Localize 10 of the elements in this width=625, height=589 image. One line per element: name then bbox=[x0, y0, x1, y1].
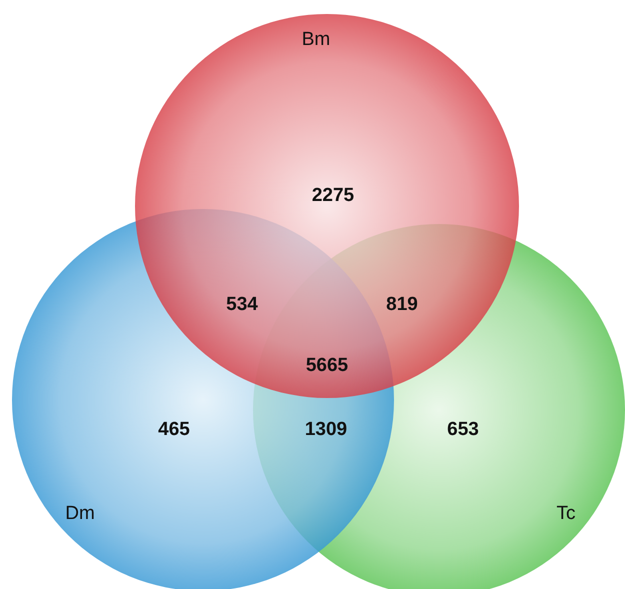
text: Bm bbox=[302, 29, 330, 50]
data-label: 465 bbox=[158, 419, 190, 440]
data-label: 534 bbox=[226, 294, 258, 316]
text: Dm bbox=[65, 503, 95, 524]
data-label: 5665 bbox=[306, 355, 349, 376]
text: Tc bbox=[556, 503, 576, 524]
data-label: 819 bbox=[386, 294, 418, 316]
data-label: 2275 bbox=[312, 185, 355, 206]
data-label: 653 bbox=[447, 419, 479, 440]
data-label: 1309 bbox=[304, 419, 348, 440]
